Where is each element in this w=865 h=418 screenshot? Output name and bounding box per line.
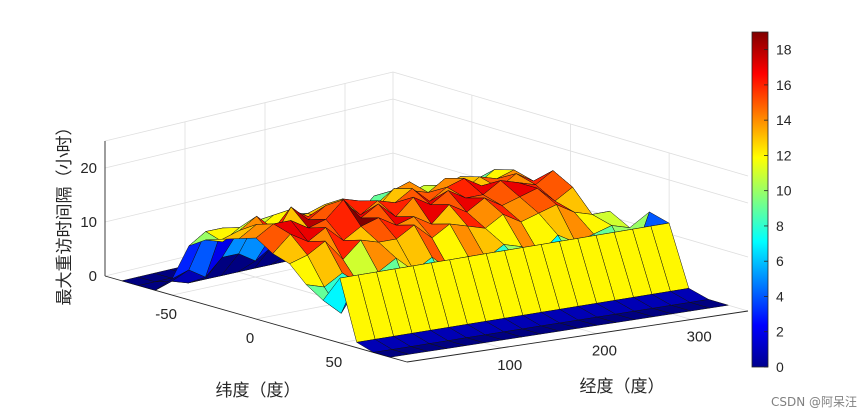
colorbar [751, 31, 769, 368]
colorbar-tick-label: 14 [776, 112, 792, 128]
axis-ticks: -50 0 50 100 200 300 0 10 20 [80, 160, 711, 374]
colorbar-tick-label: 16 [776, 77, 792, 93]
watermark: CSDN @阿呆汪 [771, 395, 857, 409]
colorbar-ticks: 0 2 4 6 8 10 12 14 16 18 [764, 42, 792, 375]
colorbar-tick-label: 8 [776, 218, 784, 234]
z-tick-label: 10 [80, 214, 97, 231]
x-tick-label: 50 [326, 354, 343, 371]
surface-patch-15-0 [373, 349, 410, 358]
colorbar-tick-label: 2 [776, 324, 784, 340]
y-tick-label: 100 [497, 357, 522, 374]
grid-z-side-10 [104, 152, 394, 223]
y-axis-line [406, 310, 749, 363]
colorbar-tick-label: 4 [776, 288, 784, 304]
x-axis-label: 纬度（度） [216, 381, 301, 401]
colorbar-tick-label: 10 [776, 183, 792, 199]
surface-mesh [121, 169, 729, 358]
y-axis-label: 经度（度） [580, 377, 665, 397]
grid-side-top [104, 71, 394, 142]
z-tick-label: 20 [80, 160, 97, 177]
x-tick-label: 0 [246, 330, 254, 347]
y-tick-label: 300 [687, 329, 712, 346]
colorbar-tick-label: 0 [776, 359, 784, 375]
grid-z-side-20 [104, 98, 394, 169]
colorbar-tick-label: 6 [776, 253, 784, 269]
x-tick-label: -50 [155, 306, 177, 323]
z-axis-label: 最大重访时间隔（小时） [55, 119, 75, 306]
colorbar-tick-label: 12 [776, 147, 792, 163]
grid-z-back-20 [392, 98, 749, 204]
z-tick-label: 0 [89, 268, 97, 285]
y-tick-label: 200 [592, 343, 617, 360]
colorbar-tick-label: 18 [776, 42, 792, 58]
